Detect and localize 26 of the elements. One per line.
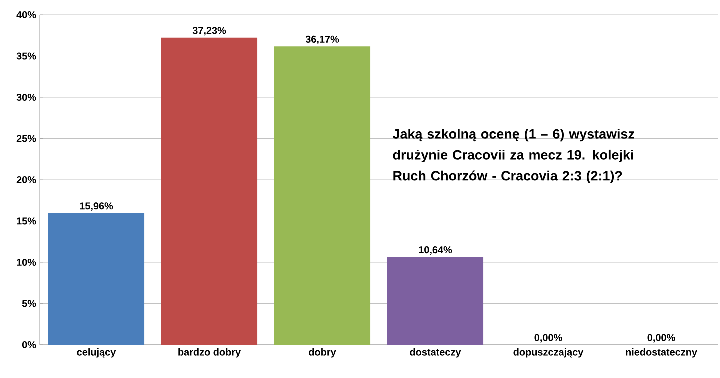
- data-label: 37,23%: [192, 27, 226, 36]
- x-tick-label: dostateczy: [410, 348, 462, 358]
- y-tick-label: 5%: [22, 300, 36, 308]
- bar: [387, 257, 484, 345]
- bar: [48, 213, 145, 345]
- x-tick-label: bardzo dobry: [178, 348, 241, 358]
- x-tick-label: dobry: [309, 348, 336, 358]
- y-tick-label: 20%: [16, 176, 36, 184]
- y-tick-label: 25%: [16, 135, 36, 142]
- data-label: 15,96%: [80, 202, 114, 212]
- x-tick-label: dopuszczający: [514, 348, 584, 358]
- y-tick-label: 35%: [16, 52, 36, 60]
- data-label: 36,17%: [306, 36, 340, 44]
- text: Jaką szkolną ocenę (1 – 6) wystawisz drużynie Cracovii za mecz 19. kolejki Ruch Chorzów - Cracovia 2:3 (2:1)?: [392, 129, 634, 184]
- x-tick-label: niedostateczny: [626, 348, 698, 358]
- data-label: 10,64%: [419, 246, 452, 256]
- y-tick-label: 15%: [17, 218, 36, 225]
- y-tick-label: 0%: [22, 341, 36, 349]
- y-tick-label: 10%: [17, 258, 36, 266]
- data-label: 0,00%: [648, 334, 676, 343]
- data-label: 0,00%: [534, 334, 562, 343]
- x-tick-label: celujący: [77, 348, 116, 358]
- bar: [161, 38, 258, 345]
- y-tick-label: 40%: [16, 11, 36, 19]
- y-tick-label: 30%: [16, 94, 36, 102]
- bar: [274, 46, 371, 345]
